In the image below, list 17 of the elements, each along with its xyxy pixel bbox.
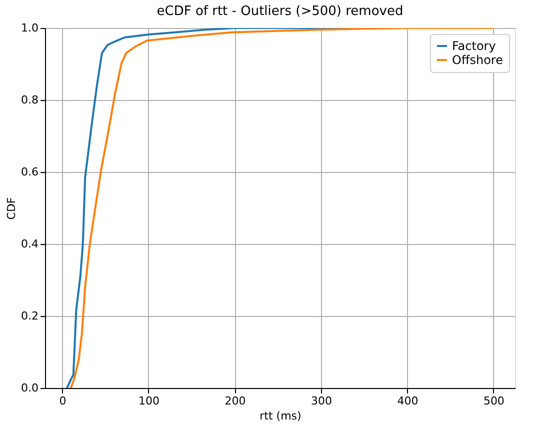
y-tick-label: 0.6 bbox=[21, 166, 38, 178]
chart-title: eCDF of rtt - Outliers (>500) removed bbox=[156, 4, 404, 19]
x-tick-label: 400 bbox=[397, 394, 418, 408]
y-tick-label: 0.0 bbox=[21, 382, 38, 394]
y-tick-label: 1.0 bbox=[21, 22, 38, 34]
x-axis-title: rtt (ms) bbox=[260, 410, 302, 422]
y-tick-label: 0.8 bbox=[21, 94, 38, 106]
x-tick-label: 200 bbox=[224, 394, 246, 408]
legend-label: Factory bbox=[452, 39, 496, 53]
x-tick-label: 300 bbox=[310, 394, 332, 408]
x-tick-label: 0 bbox=[59, 394, 66, 408]
x-tick-label: 500 bbox=[483, 394, 504, 408]
x-tick-label: 100 bbox=[138, 394, 160, 408]
y-tick-label: 0.4 bbox=[21, 238, 38, 250]
y-tick-label: 0.2 bbox=[21, 310, 38, 322]
legend-label: Offshore bbox=[452, 53, 503, 67]
y-axis-title: CDF bbox=[5, 197, 18, 220]
